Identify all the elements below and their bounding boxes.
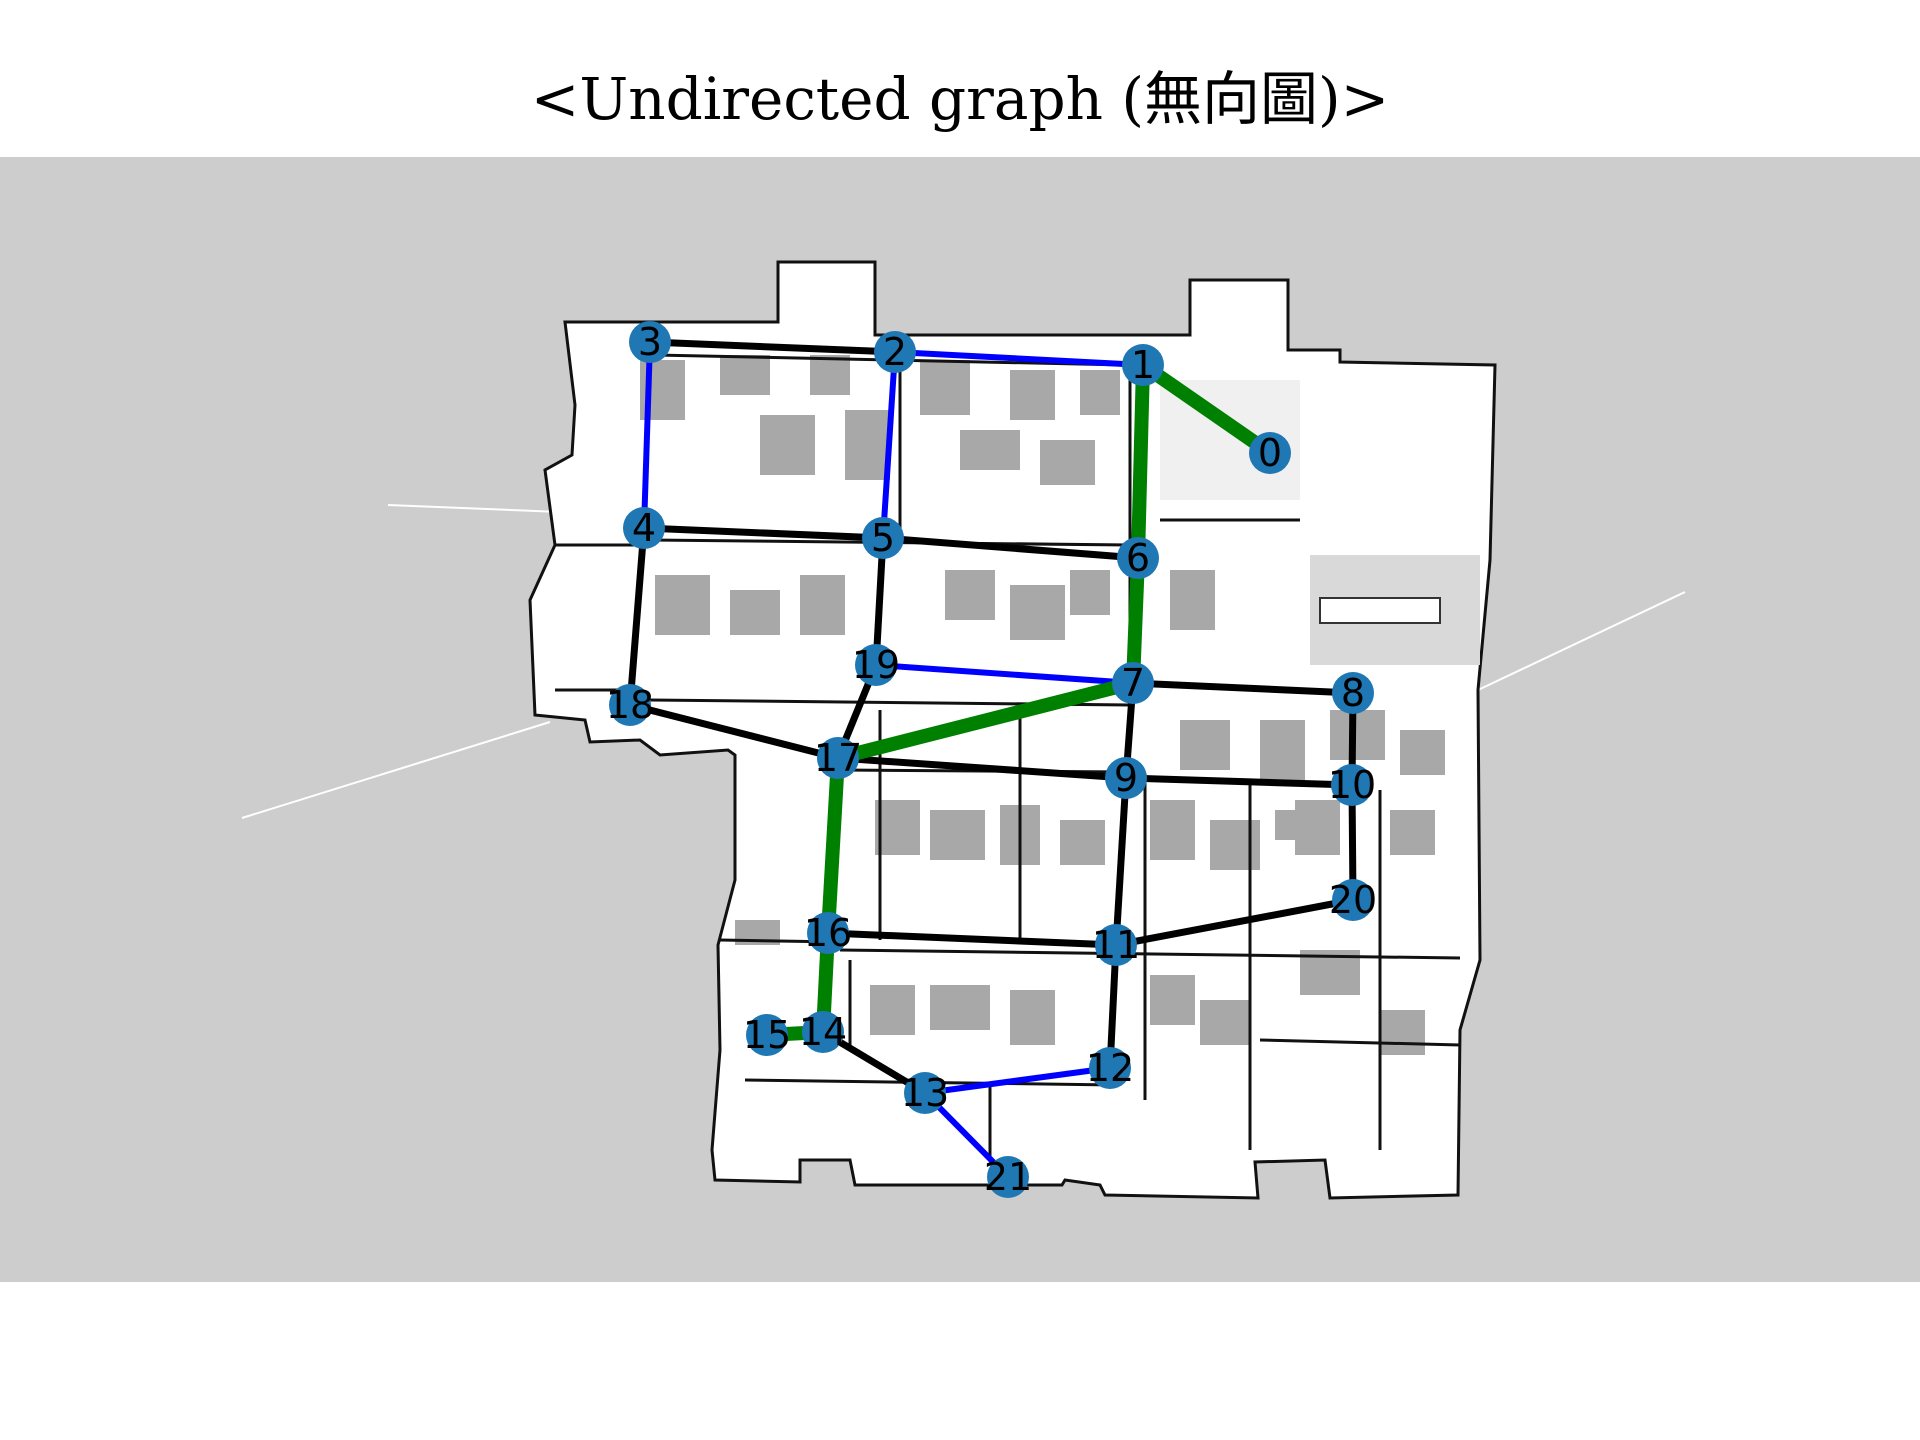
graph-edge-7-17 <box>836 676 1135 765</box>
node-marker <box>623 507 665 549</box>
node-marker <box>802 1011 844 1053</box>
graph-node-8: 8 <box>1332 671 1374 715</box>
graph-node-6: 6 <box>1117 536 1159 580</box>
graph-node-17: 17 <box>814 736 862 780</box>
node-label: 7 <box>1121 661 1145 705</box>
node-marker <box>1249 432 1291 474</box>
node-label: 1 <box>1131 343 1155 387</box>
graph-node-21: 21 <box>984 1155 1032 1199</box>
node-marker <box>862 517 904 559</box>
node-marker <box>904 1072 946 1114</box>
node-marker <box>1332 879 1374 921</box>
graph-edge-11-20 <box>1115 896 1354 949</box>
graph-edge-3-2 <box>649 338 896 356</box>
graph-node-7: 7 <box>1112 661 1154 705</box>
graph-node-3: 3 <box>629 320 671 364</box>
node-marker <box>1089 1047 1131 1089</box>
graph-edge-4-18 <box>626 527 648 706</box>
node-label: 19 <box>852 643 900 687</box>
node-marker <box>1331 764 1373 806</box>
graph-node-1: 1 <box>1122 343 1164 387</box>
graph-edge-4-5 <box>643 524 884 542</box>
graph-edge-13-12 <box>924 1065 1111 1096</box>
node-label: 4 <box>632 506 656 550</box>
node-marker <box>855 644 897 686</box>
node-label: 11 <box>1092 923 1140 967</box>
node-label: 13 <box>901 1071 949 1115</box>
graph-node-0: 0 <box>1249 431 1291 475</box>
node-label: 9 <box>1114 756 1138 800</box>
node-marker <box>746 1014 788 1056</box>
node-label: 14 <box>799 1010 847 1054</box>
graph-node-10: 10 <box>1328 763 1376 807</box>
graph-node-2: 2 <box>874 330 916 374</box>
node-label: 12 <box>1086 1046 1134 1090</box>
node-marker <box>817 737 859 779</box>
graph-edge-2-5 <box>880 351 898 539</box>
graph-edge-3-4 <box>641 341 653 529</box>
node-label: 16 <box>804 911 852 955</box>
graph-edge-7-8 <box>1132 679 1354 697</box>
node-label: 8 <box>1341 671 1365 715</box>
graph-edge-9-11 <box>1112 777 1130 946</box>
graph-node-13: 13 <box>901 1071 949 1115</box>
node-label: 6 <box>1126 536 1150 580</box>
graph-edge-17-9 <box>837 754 1127 782</box>
graph-edge-17-16 <box>821 757 845 934</box>
graph-node-16: 16 <box>804 911 852 955</box>
node-label: 20 <box>1329 878 1377 922</box>
graph-node-19: 19 <box>852 643 900 687</box>
node-marker <box>1332 672 1374 714</box>
graph-edge-18-17 <box>629 701 839 762</box>
graph-node-14: 14 <box>799 1010 847 1054</box>
graph-node-18: 18 <box>606 683 654 727</box>
node-marker <box>807 912 849 954</box>
node-marker <box>1105 757 1147 799</box>
node-label: 10 <box>1328 763 1376 807</box>
graph-edge-19-7 <box>875 662 1134 686</box>
node-label: 3 <box>638 320 662 364</box>
node-marker <box>1112 662 1154 704</box>
graph-node-12: 12 <box>1086 1046 1134 1090</box>
node-marker <box>987 1156 1029 1198</box>
graph-node-5: 5 <box>862 516 904 560</box>
node-marker <box>609 684 651 726</box>
node-label: 21 <box>984 1155 1032 1199</box>
node-label: 5 <box>871 516 895 560</box>
node-marker <box>629 321 671 363</box>
node-label: 15 <box>743 1013 791 1057</box>
graph-edge-1-6 <box>1131 364 1150 559</box>
graph-edge-5-6 <box>882 534 1139 562</box>
node-marker <box>874 331 916 373</box>
graph-node-9: 9 <box>1105 756 1147 800</box>
node-marker <box>1095 924 1137 966</box>
graph-node-20: 20 <box>1329 878 1377 922</box>
node-label: 0 <box>1258 431 1282 475</box>
graph-edge-16-11 <box>827 929 1117 949</box>
graph-node-15: 15 <box>743 1013 791 1057</box>
node-marker <box>1117 537 1159 579</box>
graph-node-11: 11 <box>1092 923 1140 967</box>
node-marker <box>1122 344 1164 386</box>
graph-title: <Undirected graph (無向圖)> <box>530 65 1390 133</box>
node-label: 17 <box>814 736 862 780</box>
node-label: 2 <box>883 330 907 374</box>
graph-edge-5-19 <box>872 537 887 666</box>
graph-edge-2-1 <box>894 349 1144 368</box>
node-label: 18 <box>606 683 654 727</box>
graph-edge-9-10 <box>1125 774 1353 789</box>
graph-edge-1-0 <box>1139 359 1274 459</box>
graph-node-4: 4 <box>623 506 665 550</box>
